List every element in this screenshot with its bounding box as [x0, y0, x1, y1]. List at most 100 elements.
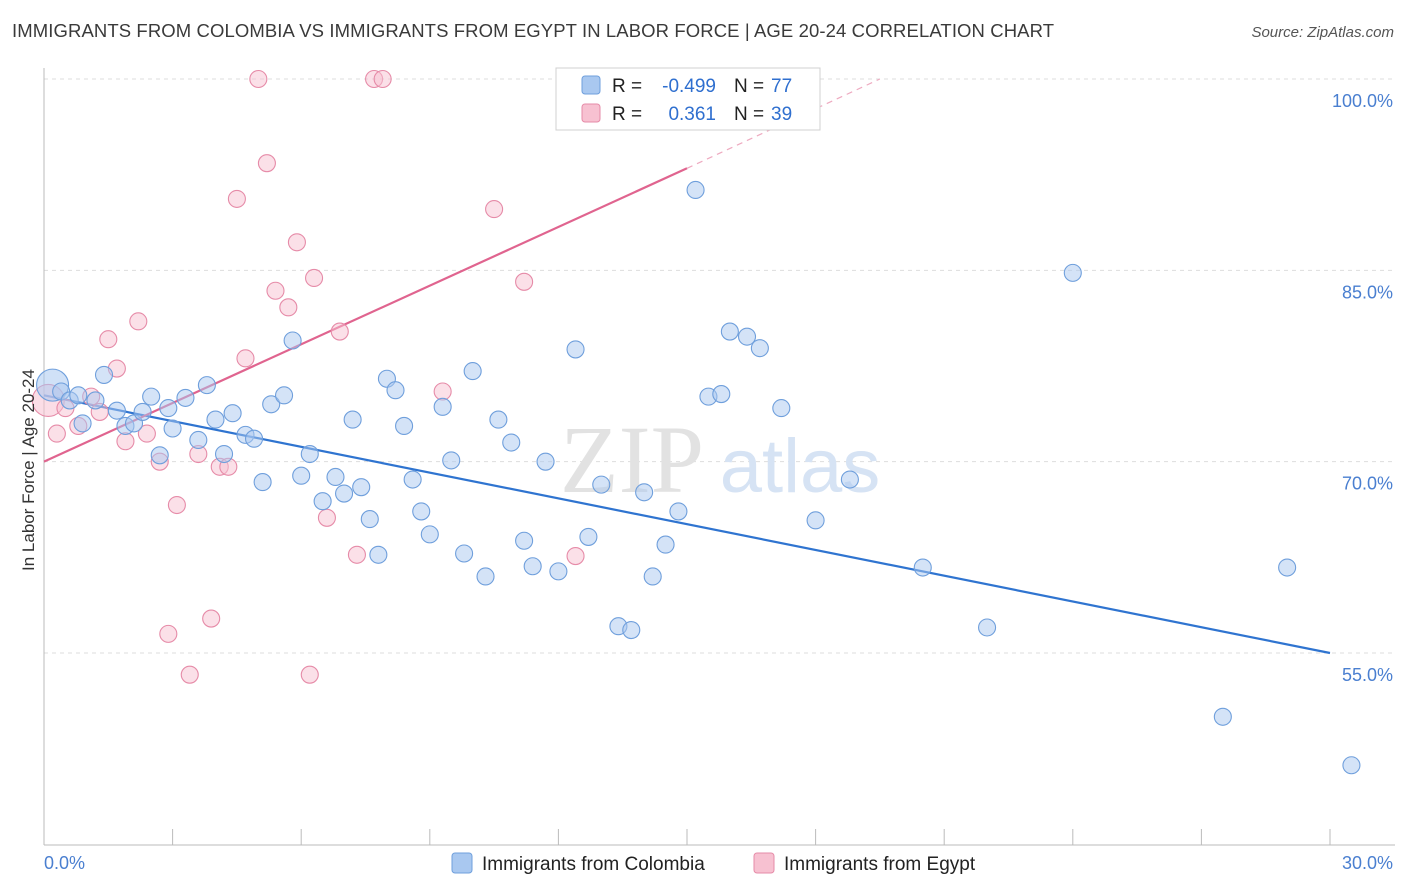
- colombia-point-46: [476, 567, 495, 586]
- colombia-point-15: [176, 388, 195, 407]
- watermark-zip: ZIP: [560, 406, 704, 513]
- egypt-point-19: [227, 189, 246, 208]
- colombia-point-58: [635, 483, 654, 502]
- egypt-point-36: [566, 547, 585, 566]
- colombia-point-10: [133, 402, 152, 421]
- colombia-point-75: [1278, 558, 1297, 577]
- colombia-point-30: [326, 467, 345, 487]
- y-tick-labels: 55.0% 70.0% 85.0% 100.0%: [1332, 91, 1393, 685]
- egypt-point-21: [249, 69, 268, 89]
- bottom-legend-colombia: Immigrants from Colombia: [482, 854, 705, 875]
- colombia-point-44: [455, 544, 474, 563]
- legend-r-label-egypt: R =: [612, 104, 642, 125]
- colombia-point-51: [536, 452, 555, 471]
- legend-n-label-egypt: N =: [734, 104, 764, 125]
- colombia-point-60: [656, 535, 675, 554]
- chart-title: IMMIGRANTS FROM COLOMBIA VS IMMIGRANTS F…: [12, 20, 1055, 41]
- colombia-point-72: [978, 618, 997, 637]
- legend-r-value-colombia: -0.499: [662, 76, 716, 97]
- legend-r-value-egypt: 0.361: [668, 104, 716, 125]
- colombia-point-5: [86, 391, 105, 410]
- colombia-point-14: [163, 419, 182, 438]
- y-tick-label-1: 70.0%: [1342, 474, 1393, 494]
- colombia-point-71: [913, 558, 932, 577]
- axes: [43, 68, 1395, 846]
- egypt-point-34: [485, 200, 504, 219]
- legend-r-label-colombia: R =: [612, 76, 642, 97]
- colombia-point-65: [720, 322, 739, 341]
- egypt-point-33: [433, 382, 452, 401]
- colombia-point-47: [489, 410, 508, 429]
- y-tick-label-2: 85.0%: [1342, 282, 1393, 302]
- bottom-legend-egypt: Immigrants from Egypt: [784, 854, 976, 875]
- colombia-point-73: [1063, 263, 1082, 282]
- egypt-point-35: [515, 272, 534, 291]
- colombia-point-11: [142, 387, 161, 406]
- colombia-point-12: [150, 446, 169, 465]
- y-tick-label-0: 55.0%: [1342, 665, 1393, 685]
- colombia-point-32: [343, 410, 362, 429]
- egypt-point-22: [257, 154, 276, 173]
- colombia-point-62: [686, 180, 705, 200]
- trend-lines: [43, 78, 1331, 655]
- colombia-point-57: [622, 620, 641, 640]
- colombia-point-7: [107, 401, 126, 420]
- legend-n-value-egypt: 39: [771, 104, 792, 125]
- colombia-point-40: [412, 502, 431, 521]
- bottom-legend-swatch-colombia: [451, 852, 473, 874]
- colombia-point-34: [360, 510, 379, 529]
- colombia-point-6: [94, 365, 114, 384]
- colombia-point-4: [73, 414, 92, 433]
- legend-n-value-colombia: 77: [771, 76, 792, 97]
- colombia-point-28: [300, 444, 319, 464]
- x-tick-label-max: 30.0%: [1342, 853, 1393, 873]
- egypt-point-9: [129, 312, 148, 331]
- egypt-point-30: [347, 545, 366, 564]
- colombia-point-33: [352, 478, 371, 497]
- colombia-point-55: [592, 475, 611, 494]
- watermark: ZIP atlas: [560, 406, 880, 513]
- egypt-point-13: [167, 495, 186, 515]
- colombia-point-16: [189, 430, 208, 450]
- egypt-point-29: [330, 322, 349, 341]
- colombia-point-26: [283, 331, 302, 350]
- egypt-point-28: [317, 508, 336, 527]
- egypt-point-25: [287, 233, 306, 252]
- colombia-point-38: [395, 416, 414, 436]
- legend-swatch-colombia: [581, 75, 601, 95]
- colombia-point-23: [253, 473, 272, 492]
- correlation-legend: R = -0.499 N = 77 R = 0.361 N = 39: [555, 67, 821, 131]
- colombia-point-27: [292, 466, 311, 485]
- colombia-point-13: [159, 399, 178, 418]
- colombia-point-20: [223, 404, 242, 423]
- egypt-point-27: [305, 268, 324, 288]
- egypt-point-16: [202, 609, 221, 628]
- colombia-point-61: [669, 502, 688, 521]
- colombia-point-24: [262, 395, 281, 414]
- egypt-point-1: [47, 424, 66, 443]
- egypt-point-24: [279, 298, 298, 317]
- colombia-point-74: [1213, 707, 1232, 726]
- egypt-point-20: [236, 349, 255, 368]
- colombia-point-42: [433, 397, 452, 416]
- colombia-point-54: [579, 527, 598, 546]
- colombia-point-52: [549, 562, 568, 581]
- colombia-point-45: [463, 362, 482, 381]
- chart-source: Source: ZipAtlas.com: [1251, 24, 1394, 41]
- colombia-point-66: [737, 327, 757, 346]
- colombia-point-68: [772, 399, 791, 418]
- colombia-point-3: [69, 386, 88, 405]
- egypt-points: [31, 69, 607, 684]
- egypt-point-6: [99, 330, 118, 349]
- colombia-point-17: [197, 376, 216, 395]
- colombia-point-22: [244, 429, 264, 448]
- colombia-point-67: [750, 339, 769, 358]
- colombia-point-18: [206, 410, 225, 429]
- series-legend: Immigrants from Colombia Immigrants from…: [451, 852, 976, 875]
- colombia-point-41: [420, 525, 439, 544]
- trend-extension-egypt: [686, 78, 881, 169]
- colombia-point-64: [712, 385, 731, 404]
- colombia-point-49: [515, 531, 534, 550]
- colombia-point-53: [566, 340, 585, 359]
